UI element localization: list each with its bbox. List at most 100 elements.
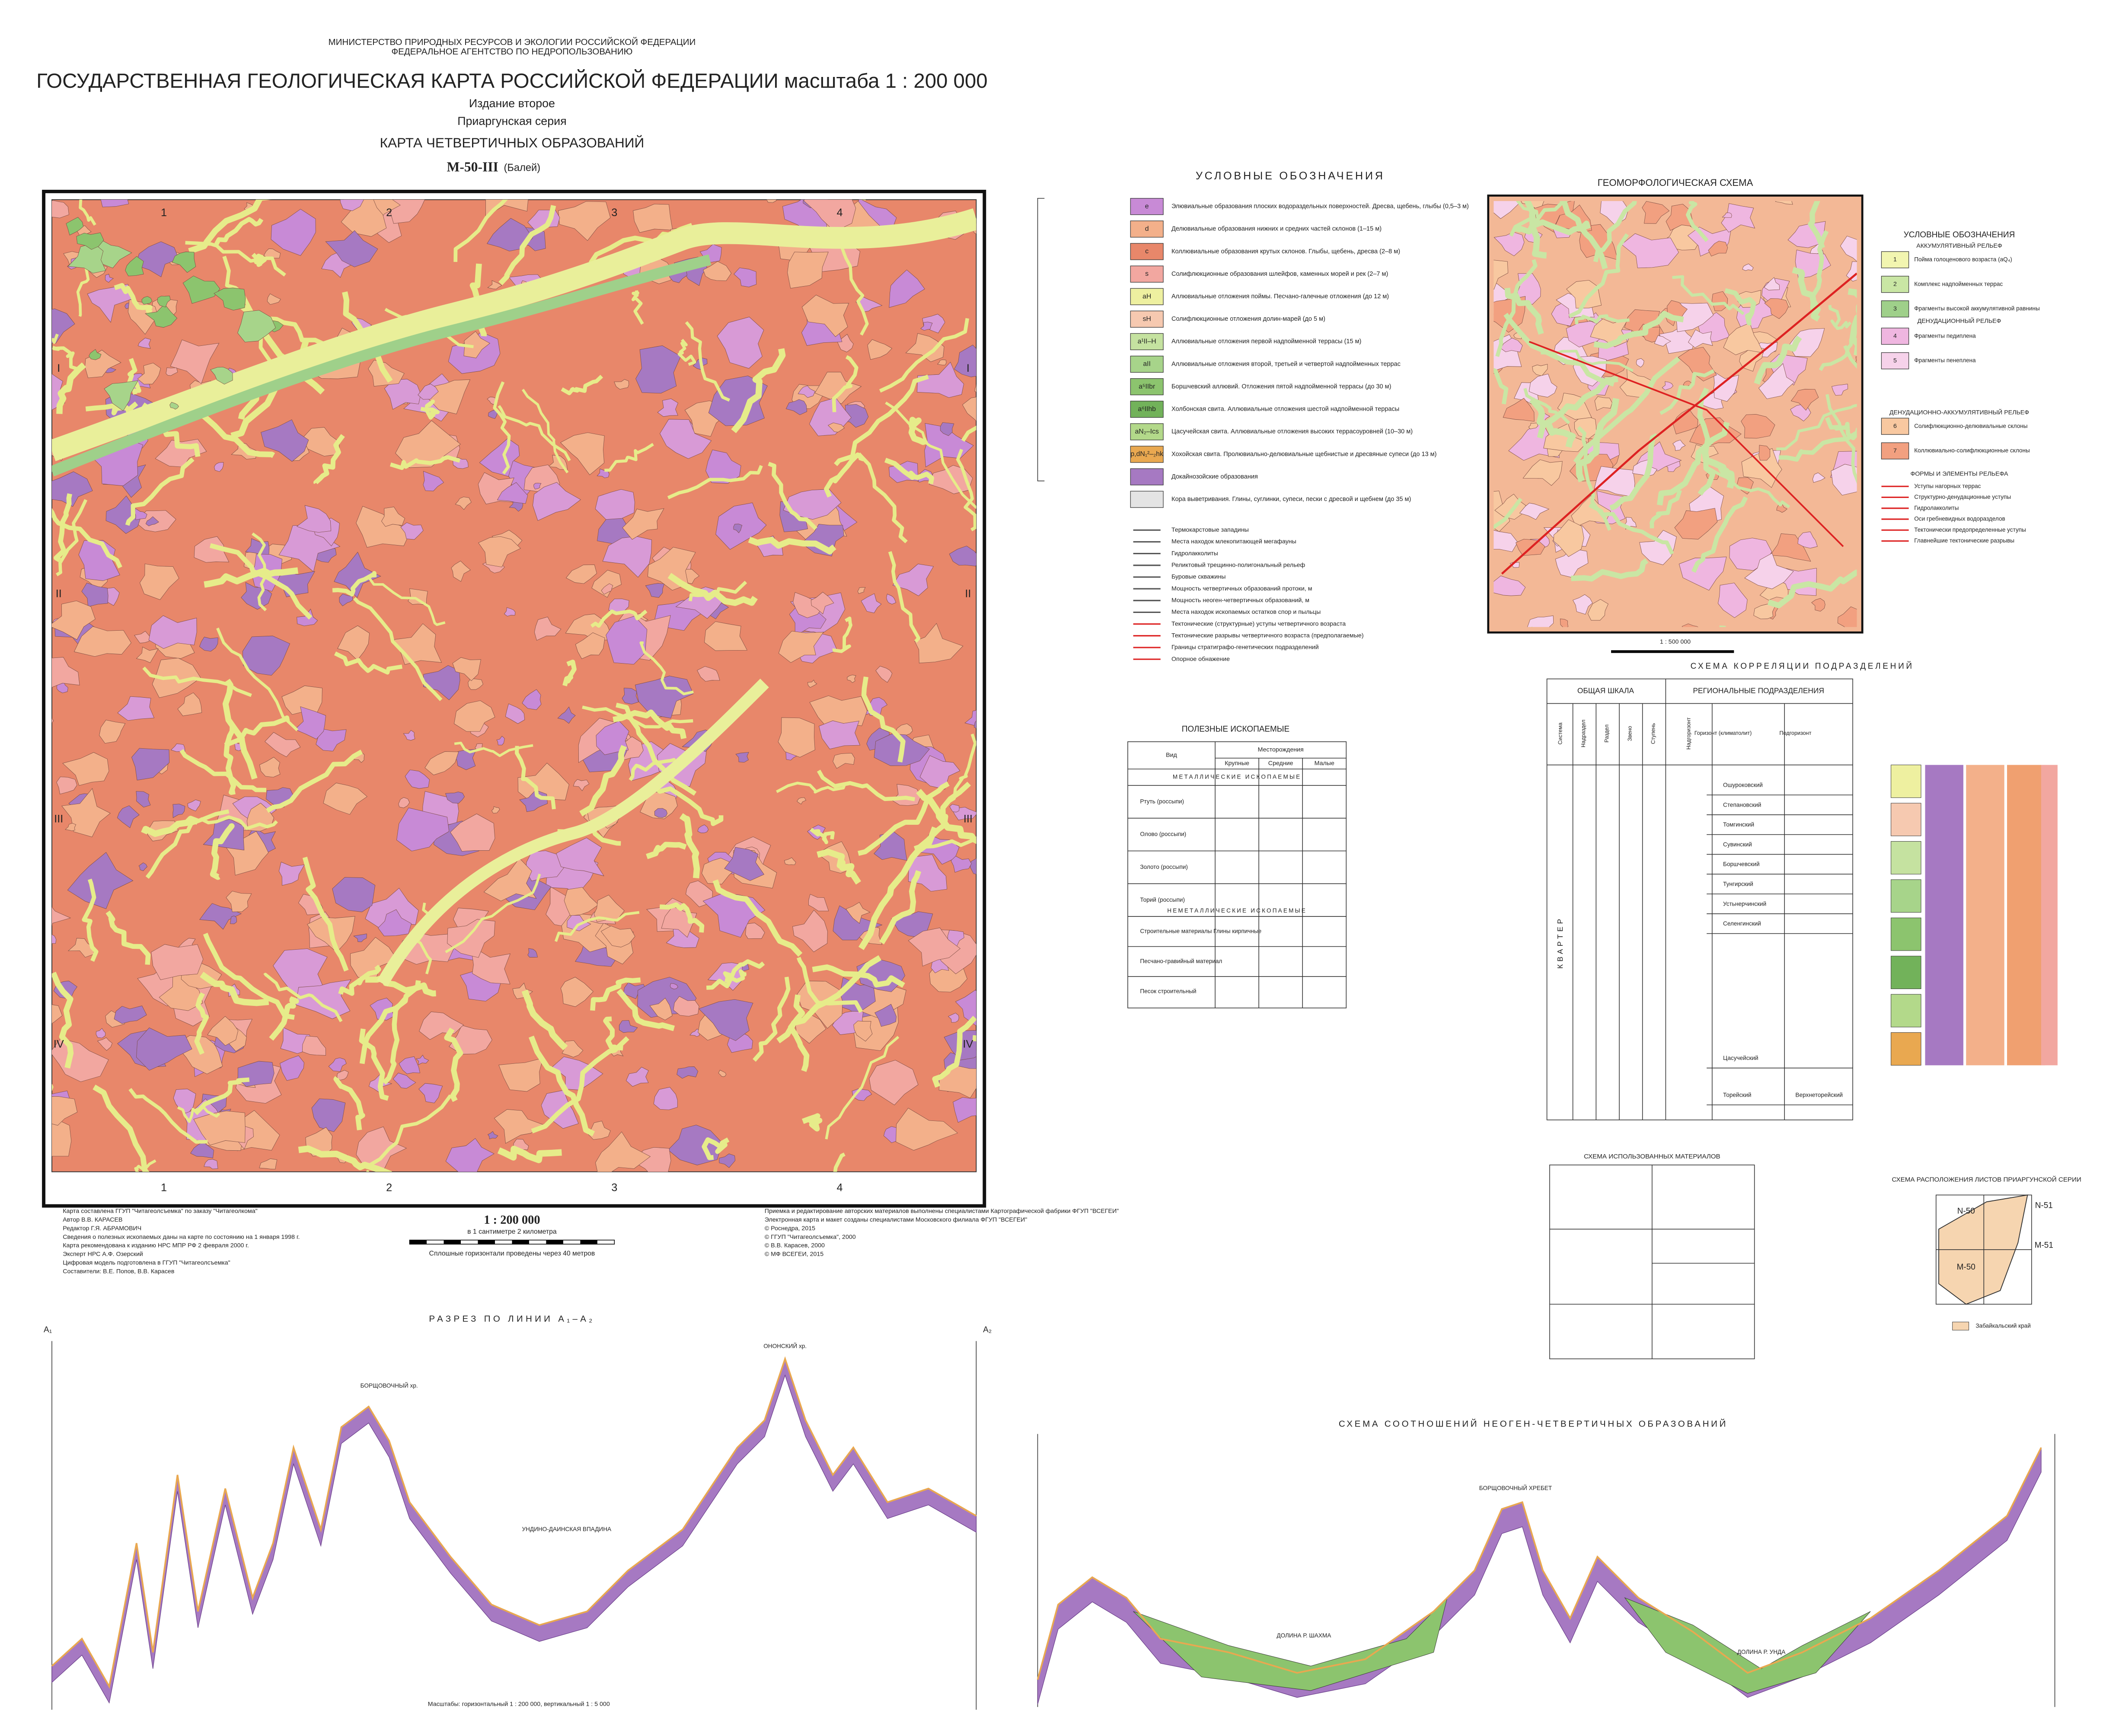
scale-note: в 1 сантиметре 2 километра: [467, 1228, 557, 1235]
system: КВАРТЕР: [1556, 916, 1564, 968]
section-scale: Масштабы: горизонтальный 1 : 200 000, ве…: [428, 1701, 610, 1707]
region: Забайкальский край: [1975, 1322, 2030, 1329]
map-unit: [194, 536, 230, 563]
map-unit: [1790, 389, 1819, 411]
map-unit: [819, 720, 861, 750]
column-label: 2: [386, 1181, 392, 1194]
map-unit: [1742, 263, 1754, 271]
map-unit: [52, 200, 69, 218]
river-valley: [177, 1106, 220, 1123]
map-unit: [378, 909, 412, 936]
river-valley: [332, 571, 377, 597]
map-unit: [875, 666, 893, 683]
map-unit: [846, 902, 871, 924]
map-unit: [170, 339, 220, 384]
agency: ФЕДЕРАЛЬНОЕ АГЕНТСТВО ПО НЕДРОПОЛЬЗОВАНИ…: [392, 47, 633, 57]
map-unit: [487, 1131, 498, 1139]
row-label: III: [964, 813, 973, 825]
river-valley: [616, 989, 675, 1031]
river-valley: [521, 389, 569, 473]
peak-label: УНДИНО-ДАИНСКАЯ ВПАДИНА: [522, 1526, 612, 1532]
river-valley: [514, 746, 556, 810]
map-unit: [131, 748, 170, 781]
geomorph-text: Коллювиально-солифлюкционные склоны: [1914, 447, 2030, 454]
map-unit: [445, 1138, 495, 1172]
map-unit: [833, 753, 855, 769]
legend-index: a⁵IIbr: [1139, 383, 1155, 390]
legend-text: Делювиальные образования нижних и средни…: [1171, 226, 1382, 233]
river-valley: [688, 581, 747, 602]
map-unit: [837, 334, 854, 352]
river-valley: [659, 902, 705, 933]
map-unit: [137, 363, 161, 385]
map-unit: [1527, 615, 1554, 627]
map-unit: [1758, 445, 1771, 461]
map-unit: [1674, 508, 1718, 539]
map-unit: [1639, 530, 1677, 565]
column-label: 1: [161, 1181, 167, 1194]
map-unit: [182, 275, 220, 304]
map-unit: [52, 1096, 78, 1126]
river-valley: [801, 1113, 823, 1132]
river-valley: [1524, 201, 1547, 258]
river-valley: [52, 346, 78, 371]
map-unit: [595, 1131, 651, 1172]
river-valley: [194, 992, 209, 1055]
map-unit: [853, 1021, 873, 1042]
legend-text: Коллювиальные образования крутых склонов…: [1171, 248, 1400, 255]
td: Ртуть (россыпи): [1140, 798, 1184, 804]
geomorph-swatch: [1881, 300, 1909, 318]
legend-text: Хохойская свита. Пролювиально-делювиальн…: [1171, 451, 1436, 458]
river-valley: [768, 462, 817, 530]
river-valley: [1701, 451, 1735, 489]
map-unit: [125, 256, 144, 276]
map-unit: [560, 432, 605, 475]
map-unit: [619, 1020, 638, 1033]
map-unit: [89, 349, 102, 360]
map-units: [52, 199, 977, 1172]
map-unit: [334, 552, 381, 598]
correlation-table: [1546, 678, 1853, 1120]
legend-index: p,dN₁²–₂hk: [1130, 450, 1163, 458]
map-unit: [141, 296, 153, 305]
map-unit: [847, 674, 856, 683]
map-unit: [785, 399, 807, 415]
river-valley: [1593, 311, 1684, 349]
map-unit: [96, 1028, 106, 1038]
map-unit: [1672, 440, 1686, 451]
river-valley: [222, 679, 258, 780]
map-unit: [647, 547, 696, 591]
map-unit: [622, 508, 664, 540]
map-unit: [1494, 260, 1508, 290]
th: ОБЩАЯ ШКАЛА: [1577, 686, 1634, 695]
map-unit: [271, 209, 316, 256]
legend-title: УСЛОВНЫЕ ОБОЗНАЧЕНИЯ: [1196, 170, 1385, 182]
map-unit: [67, 243, 106, 274]
river-valley: [1571, 558, 1649, 582]
river-valley: [1509, 201, 1569, 237]
river-valley: [498, 405, 571, 462]
map-unit: [177, 692, 202, 716]
map-unit: [917, 362, 964, 398]
river-valley: [702, 1137, 730, 1160]
map-unit: [1840, 236, 1857, 262]
sheet-name: (Балей): [504, 163, 540, 174]
river-valley: [817, 769, 916, 801]
map-unit: [1553, 519, 1584, 557]
legend-swatch: [1130, 265, 1164, 283]
legend-index: s: [1145, 270, 1149, 278]
map-unit: [207, 1016, 239, 1046]
legend-symbol-text: Термокарстовые западины: [1171, 527, 1249, 533]
legend-text: Цасучейская свита. Аллювиальные отложени…: [1171, 428, 1413, 435]
map-unit: [614, 379, 629, 390]
river-valley: [185, 241, 286, 277]
map-unit: [105, 274, 114, 283]
map-unit: [697, 824, 709, 833]
map-unit: [1775, 201, 1793, 205]
map-unit: [67, 852, 134, 909]
map-unit: [954, 345, 977, 377]
map-unit: [1573, 594, 1593, 615]
map-unit: [808, 894, 829, 911]
map-unit: [190, 1142, 214, 1158]
